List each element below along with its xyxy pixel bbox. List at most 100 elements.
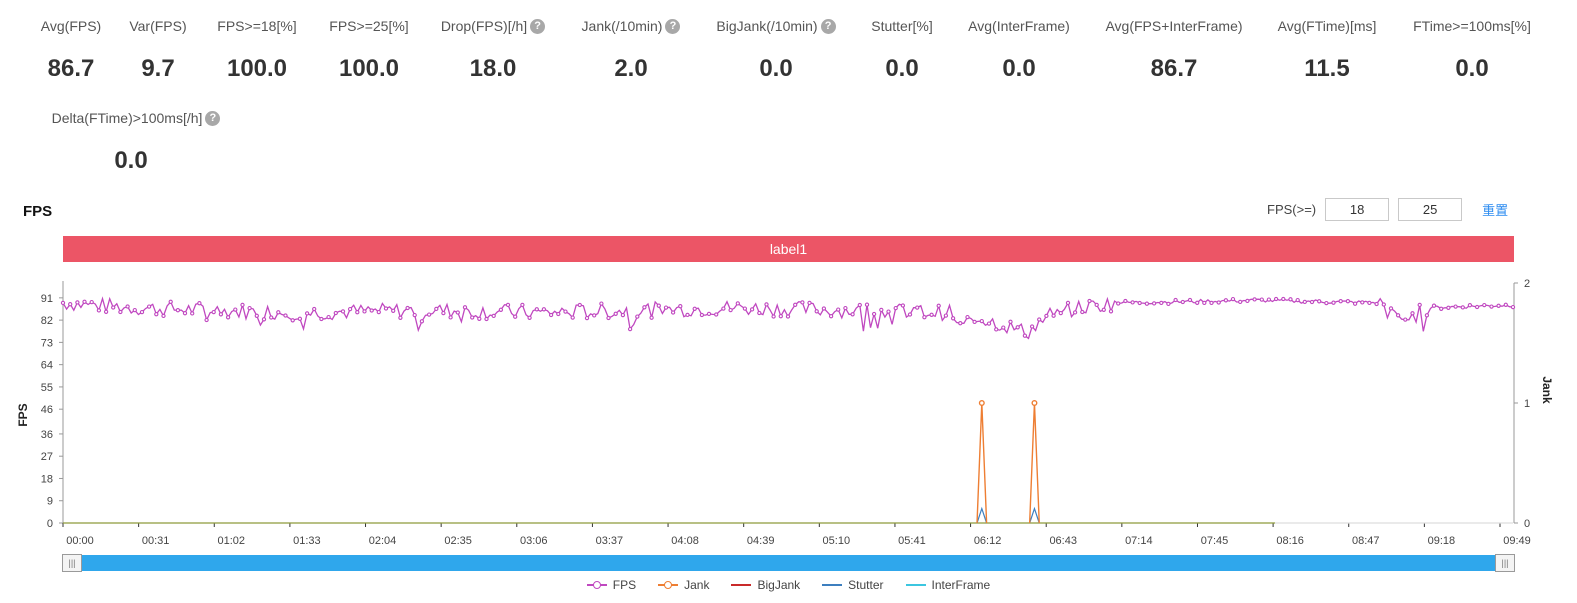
fps-point [89,299,94,305]
legend-label: InterFrame [931,578,991,592]
y-left-tick-label: 9 [47,496,53,508]
fps-point [678,304,683,309]
metric-value: 86.7 [47,55,95,82]
metric-label-text: FPS>=25[%] [329,18,409,34]
metric-label: Jank(/10min)? [582,18,681,34]
fps-point [462,305,468,310]
fps-point [929,312,934,317]
x-tick-label: 01:33 [293,535,321,547]
fps-point [1446,305,1451,310]
fps-point [1317,299,1322,304]
fps-point [1159,300,1164,306]
fps-point [836,307,841,312]
fps-point [1496,303,1501,308]
help-icon[interactable]: ? [205,110,221,126]
metric-label-text: BigJank(/10min) [716,18,818,34]
jank-spike [1028,402,1040,524]
fps-point [541,307,547,312]
fps-point [498,307,504,312]
fps-point [1489,304,1494,309]
fps-point [477,316,482,321]
metric-label: FTime>=100ms[%] [1413,18,1531,34]
fps-point [721,306,726,311]
fps-point [412,312,417,318]
fps-point [312,306,317,312]
fps-point [405,305,410,311]
fps-point [972,319,977,325]
jank-spike [976,402,988,524]
fps-threshold-input-1[interactable] [1325,198,1390,221]
metric-label-text: Var(FPS) [129,18,187,34]
fps-point [225,315,231,320]
fps-point [1288,297,1293,302]
help-icon[interactable]: ? [530,18,546,34]
fps-point [391,308,396,313]
metric-value: 0.0 [759,55,793,82]
time-range-slider[interactable]: ||| ||| [62,554,1515,572]
fps-point [441,310,446,316]
reset-button[interactable]: 重置 [1482,203,1509,218]
fps-point [663,305,669,310]
fps-point [1216,300,1221,305]
help-icon[interactable]: ? [665,18,681,34]
metric-ftime-100ms: FTime>=100ms[%] 0.0 [1402,18,1542,83]
fps-point [513,314,518,319]
metric-label-text: Stutter[%] [871,18,933,34]
metric-fps-25: FPS>=25[%] 100.0 [299,18,439,83]
fps-point [434,306,439,312]
x-tick-label: 07:45 [1201,535,1229,547]
legend-item-fps[interactable]: FPS [586,578,636,592]
legend-item-bigjank[interactable]: BigJank [731,578,800,592]
fps-point [1309,299,1315,305]
legend-item-stutter[interactable]: Stutter [822,578,884,592]
metric-label-text: Avg(InterFrame) [968,18,1070,34]
fps-point [728,307,733,313]
slider-handle-left[interactable]: ||| [62,554,82,572]
metric-avg-ftime-ms: Avg(FTime)[ms] 11.5 [1257,18,1397,83]
fps-point [1345,299,1351,304]
fps-point [154,312,159,317]
x-tick-label: 04:39 [747,535,775,547]
fps-point [1230,296,1236,302]
fps-point [1187,297,1193,303]
fps-point [68,302,73,307]
fps-point [1166,301,1171,307]
fps-point [1395,313,1401,318]
x-tick-label: 03:06 [520,535,548,547]
fps-point [749,307,755,312]
fps-point [333,310,338,316]
fps-point [1080,309,1085,315]
fps-point [556,311,561,317]
x-tick-label: 06:43 [1049,535,1077,547]
x-tick-label: 08:16 [1276,535,1304,547]
fps-point [362,309,367,314]
metric-label: FPS>=18[%] [217,18,296,34]
fps-point [383,306,389,311]
fps-point [60,300,66,306]
fps-point [132,307,137,313]
metric-label: Avg(InterFrame) [968,18,1070,34]
legend-item-jank[interactable]: Jank [658,578,709,592]
fps-point [369,308,374,313]
metric-bigjank-10min: BigJank(/10min)? 0.0 [706,18,846,83]
metric-label-text: Delta(FTime)>100ms[/h] [51,110,203,126]
fps-point [1467,303,1473,308]
x-tick-label: 03:37 [596,535,624,547]
slider-handle-right[interactable]: ||| [1495,554,1515,572]
fps-point [943,313,949,318]
metric-label: FPS>=25[%] [329,18,408,34]
legend-item-interframe[interactable]: InterFrame [905,578,991,592]
metric-avg-fps-interframe: Avg(FPS+InterFrame) 86.7 [1104,18,1244,83]
fps-point [1374,301,1379,307]
help-icon[interactable]: ? [820,18,836,34]
metric-stutter: Stutter[%] 0.0 [832,18,972,83]
fps-point [800,300,805,305]
y-left-tick-label: 46 [41,404,53,416]
fps-point [979,318,984,324]
label-bar[interactable]: label1 [63,236,1514,262]
x-tick-label: 08:47 [1352,535,1380,547]
fps-threshold-input-2[interactable] [1398,198,1463,221]
fps-point [190,311,195,316]
fps-point [398,315,403,320]
fps-point [936,303,941,308]
